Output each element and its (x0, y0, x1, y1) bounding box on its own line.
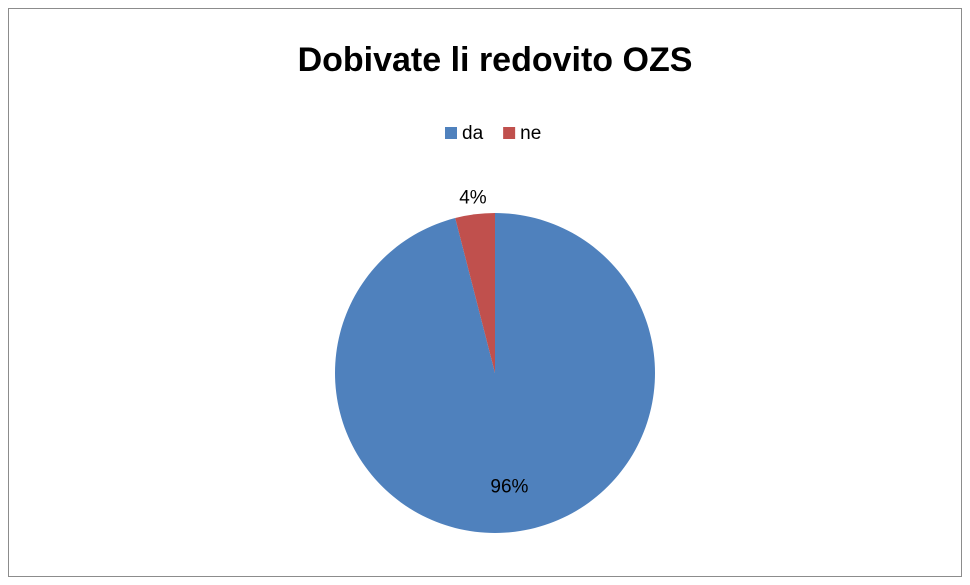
legend-swatch (503, 127, 516, 139)
legend-swatch (445, 127, 457, 139)
pie-slice (455, 213, 495, 373)
data-label: 96% (490, 476, 528, 497)
data-label: 4% (459, 187, 487, 208)
chart-title: Dobivate li redovito OZS (298, 41, 693, 79)
legend-label: ne (520, 123, 541, 144)
legend-label: da (462, 123, 484, 144)
